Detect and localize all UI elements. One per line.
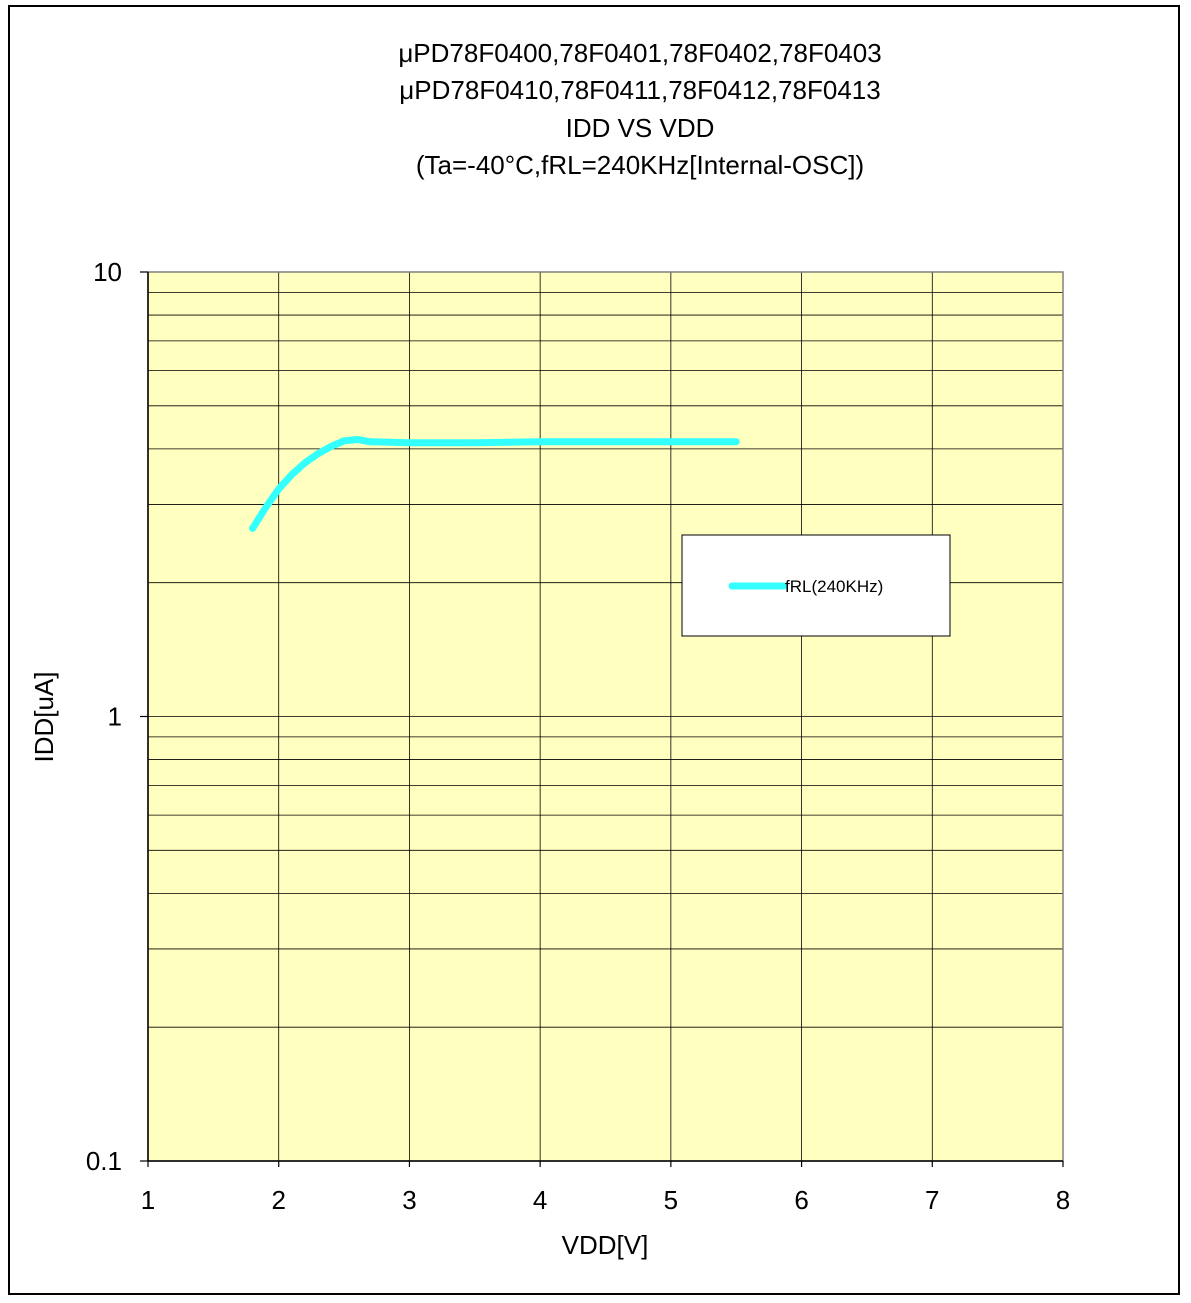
series-layer — [249, 435, 740, 532]
y-tick-label: 0.1 — [86, 1146, 122, 1176]
legend-label: fRL(240KHz) — [785, 577, 883, 596]
chart-frame: μPD78F0400,78F0401,78F0402,78F0403 μPD78… — [8, 5, 1180, 1295]
title-line-4: (Ta=-40°C,fRL=240KHz[Internal-OSC]) — [416, 150, 864, 180]
legend-box — [681, 534, 951, 637]
chart: μPD78F0400,78F0401,78F0402,78F0403 μPD78… — [29, 38, 1070, 1260]
y-axis-label: IDD[uA] — [29, 671, 59, 762]
y-tick-label: 10 — [93, 257, 122, 287]
y-tick-label: 1 — [108, 702, 122, 732]
x-axis-ticks: 1 2 3 4 5 6 7 8 — [141, 1161, 1070, 1215]
y-axis-ticks: 0.1 1 10 — [86, 257, 148, 1176]
chart-title: μPD78F0400,78F0401,78F0402,78F0403 μPD78… — [398, 38, 881, 180]
x-tick-label: 8 — [1056, 1185, 1070, 1215]
x-tick-label: 4 — [533, 1185, 547, 1215]
x-tick-label: 3 — [402, 1185, 416, 1215]
x-tick-label: 5 — [664, 1185, 678, 1215]
title-line-2: μPD78F0410,78F0411,78F0412,78F0413 — [399, 75, 880, 105]
x-tick-label: 1 — [141, 1185, 155, 1215]
title-line-3: IDD VS VDD — [566, 113, 715, 143]
x-tick-label: 6 — [794, 1185, 808, 1215]
x-tick-label: 7 — [925, 1185, 939, 1215]
title-line-1: μPD78F0400,78F0401,78F0402,78F0403 — [398, 38, 881, 68]
legend: fRL(240KHz) — [681, 534, 951, 637]
x-tick-label: 2 — [271, 1185, 285, 1215]
series-line-fRL-240KHz — [249, 435, 740, 532]
x-axis-label: VDD[V] — [562, 1230, 649, 1260]
